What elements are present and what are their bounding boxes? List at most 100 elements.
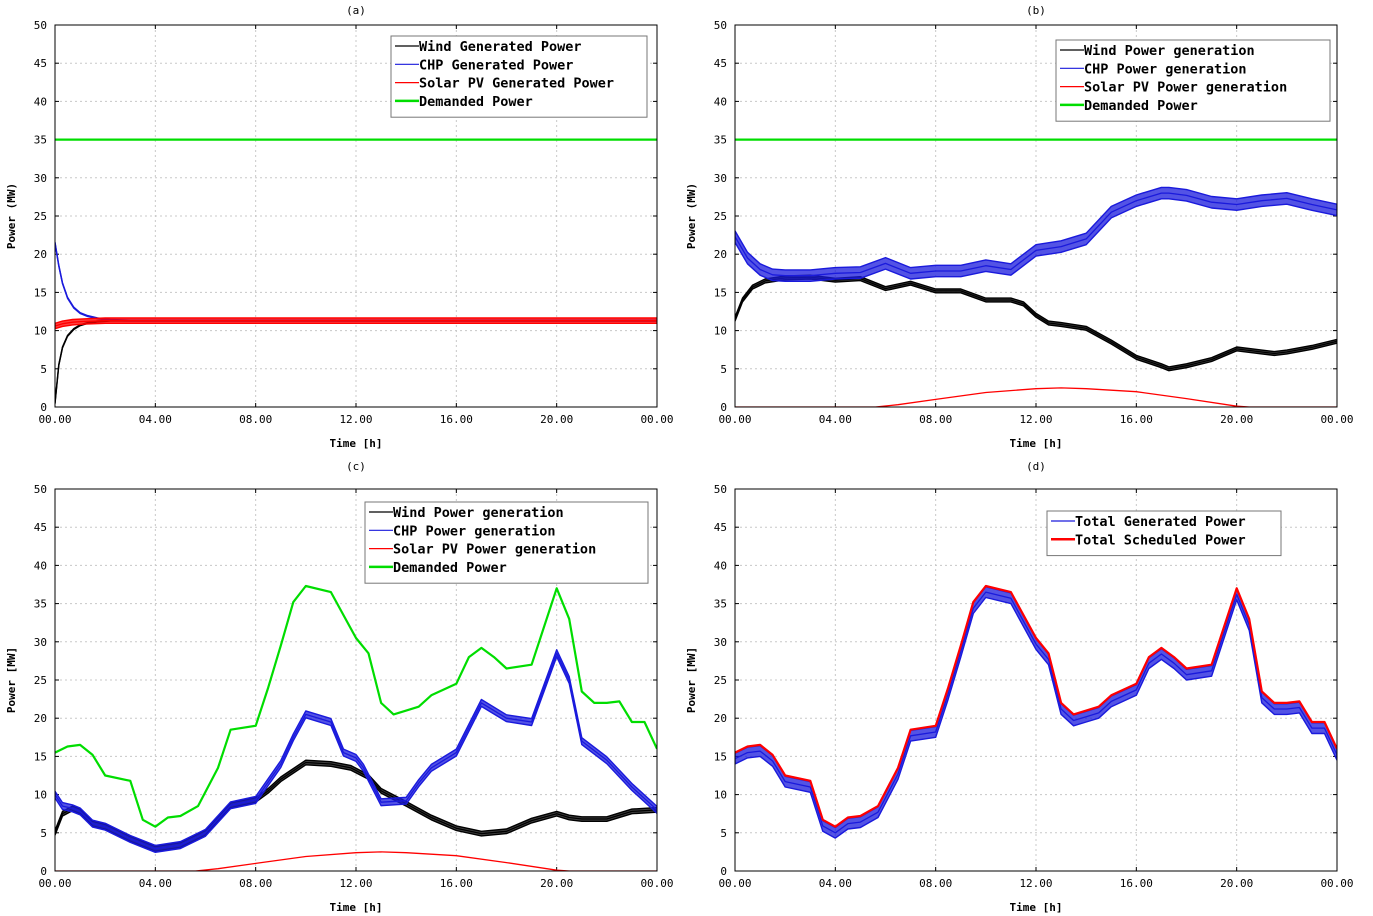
panel-d-xtick-label: 00.00 bbox=[718, 877, 751, 890]
panel-c-ytick-label: 40 bbox=[34, 559, 47, 572]
panel-a-ylabel: Power (MW) bbox=[5, 183, 18, 249]
panel-b-ylabel: Power (MW) bbox=[685, 183, 698, 249]
panel-a-legend: Wind Generated Power CHP Generated Power S… bbox=[390, 35, 648, 118]
panel-c-xtick-label: 20.00 bbox=[540, 877, 573, 890]
panel-d-series-total-generated-power-line bbox=[735, 591, 1337, 834]
panel-d-ytick-label: 50 bbox=[714, 483, 727, 496]
panel-a-series-solar-pv-generated-power-band bbox=[55, 317, 657, 330]
panel-c-legend-label-solar-pv-power-generation: Solar PV Power generation bbox=[393, 542, 596, 558]
panel-b-ytick-label: 15 bbox=[714, 286, 727, 299]
panel-b-xtick-label: 04.00 bbox=[819, 413, 852, 426]
panel-c-xtick-label: 00.00 bbox=[38, 877, 71, 890]
panel-d-series-total-scheduled-power-line bbox=[735, 584, 1337, 828]
panel-d-ytick-label: 25 bbox=[714, 674, 727, 687]
panel-b-xtick-label: 12.00 bbox=[1019, 413, 1052, 426]
panel-d-xtick-label: 08.00 bbox=[919, 877, 952, 890]
panel-b-ytick-label: 50 bbox=[714, 19, 727, 32]
panel-b-ytick-label: 20 bbox=[714, 248, 727, 261]
panel-c-series-demanded-power-line bbox=[55, 584, 657, 828]
panel-c-xtick-label: 12.00 bbox=[339, 877, 372, 890]
panel-d-ytick-label: 45 bbox=[714, 521, 727, 534]
panel-a-xtick-label: 08.00 bbox=[239, 413, 272, 426]
panel-c-ytick-label: 30 bbox=[34, 636, 47, 649]
panel-d-xtick-label: 12.00 bbox=[1019, 877, 1052, 890]
panel-d-ytick-label: 0 bbox=[720, 865, 727, 878]
panel-d-xtick-label: 16.00 bbox=[1120, 877, 1153, 890]
panel-d-ytick-label: 30 bbox=[714, 636, 727, 649]
panel-c-xtick-label: 08.00 bbox=[239, 877, 272, 890]
panel-a-legend-label-wind-generated-power: Wind Generated Power bbox=[419, 39, 582, 55]
panel-a-ytick-label: 45 bbox=[34, 57, 47, 70]
panel-c-ylabel: Power [MW] bbox=[5, 647, 18, 713]
panel-d-legend: Total Generated Power Total Scheduled Pow… bbox=[1046, 510, 1282, 557]
panel-a-xtick-label: 00.00 bbox=[38, 413, 71, 426]
panel-d-xlabel: Time [h] bbox=[1010, 901, 1063, 914]
panel-b-legend-label-chp-power-generation: CHP Power generation bbox=[1084, 61, 1247, 77]
panel-c-xtick-label: 04.00 bbox=[139, 877, 172, 890]
panel-b-xtick-label: 00.00 bbox=[1320, 413, 1353, 426]
panel-a-xtick-label: 12.00 bbox=[339, 413, 372, 426]
panel-d: (d) 0 5 10 15 20 25 30 35 40 45 50 00.00 04.00 08.00 12… bbox=[685, 460, 1354, 914]
panel-b-title: (b) bbox=[1026, 4, 1046, 17]
panel-c-axes-frame bbox=[54, 488, 658, 872]
panel-a-xtick-label: 16.00 bbox=[440, 413, 473, 426]
panel-c-ytick-label: 45 bbox=[34, 521, 47, 534]
panel-d-xtick-label: 20.00 bbox=[1220, 877, 1253, 890]
panel-c-xtick-label: 16.00 bbox=[440, 877, 473, 890]
panel-c-ytick-label: 35 bbox=[34, 598, 47, 611]
panel-a-series-solar-pv-generated-power-line bbox=[55, 320, 657, 327]
panel-c-ytick-label: 10 bbox=[34, 789, 47, 802]
panel-d-ytick-label: 35 bbox=[714, 598, 727, 611]
panel-a-xlabel: Time [h] bbox=[330, 437, 383, 450]
panel-a: (a) 0 5 10 15 20 25 30 35 40 45 50 00.00 04.00 08.00 12… bbox=[5, 4, 674, 450]
panel-c-title: (c) bbox=[346, 460, 366, 473]
panel-a-axes-frame bbox=[54, 24, 658, 408]
panel-b-series-chp-power-generation-line bbox=[735, 192, 1337, 277]
panel-a-legend-box bbox=[390, 35, 648, 118]
panel-c-series-solar-pv-power-generation-line bbox=[55, 851, 657, 871]
panel-a-xtick-label: 20.00 bbox=[540, 413, 573, 426]
panel-a-series-group bbox=[55, 138, 657, 405]
panel-d-ytick-label: 5 bbox=[720, 827, 727, 840]
panel-b-axes-frame bbox=[734, 24, 1338, 408]
panel-d-ytick-label: 40 bbox=[714, 559, 727, 572]
panel-d-legend-label-total-scheduled-power: Total Scheduled Power bbox=[1075, 532, 1246, 548]
panel-c-xtick-label: 00.00 bbox=[640, 877, 673, 890]
panel-a-ytick-label: 25 bbox=[34, 210, 47, 223]
panel-a-ytick-label: 40 bbox=[34, 95, 47, 108]
panel-b-xtick-label: 16.00 bbox=[1120, 413, 1153, 426]
panel-b-xtick-label: 20.00 bbox=[1220, 413, 1253, 426]
panel-b-ytick-label: 35 bbox=[714, 134, 727, 147]
panel-a-title: (a) bbox=[346, 4, 366, 17]
panel-c-legend-label-chp-power-generation: CHP Power generation bbox=[393, 523, 556, 539]
panel-b-ytick-label: 45 bbox=[714, 57, 727, 70]
panel-a-ytick-label: 15 bbox=[34, 286, 47, 299]
panel-c-ytick-label: 50 bbox=[34, 483, 47, 496]
panel-c-xlabel: Time [h] bbox=[330, 901, 383, 914]
panel-d-xtick-label: 00.00 bbox=[1320, 877, 1353, 890]
panel-b-legend-box bbox=[1055, 39, 1331, 122]
panel-c-series-chp-power-generation-line bbox=[55, 652, 657, 850]
panel-a-ytick-label: 0 bbox=[40, 401, 47, 414]
panel-b-legend-label-demanded-power: Demanded Power bbox=[1084, 98, 1198, 114]
panel-c-legend: Wind Power generation CHP Power generatio… bbox=[364, 501, 649, 584]
panel-b-ytick-label: 5 bbox=[720, 363, 727, 376]
panel-d-series-group bbox=[735, 584, 1337, 839]
panel-b-legend: Wind Power generation CHP Power generatio… bbox=[1055, 39, 1331, 122]
panel-c-legend-label-wind-power-generation: Wind Power generation bbox=[393, 505, 564, 521]
panel-a-ytick-label: 20 bbox=[34, 248, 47, 261]
panel-a-ytick-label: 50 bbox=[34, 19, 47, 32]
panel-b: (b) 0 5 10 15 20 25 30 35 40 45 50 00.00 04.00 08.00 12… bbox=[685, 4, 1354, 450]
panel-d-legend-box bbox=[1046, 510, 1282, 557]
panel-b-series-chp-power-generation-band bbox=[735, 186, 1337, 282]
panel-b-ytick-label: 30 bbox=[714, 172, 727, 185]
panel-d-legend-label-total-generated-power: Total Generated Power bbox=[1075, 514, 1246, 530]
panel-b-ytick-label: 40 bbox=[714, 95, 727, 108]
panel-b-xtick-label: 00.00 bbox=[718, 413, 751, 426]
panel-b-xlabel: Time [h] bbox=[1010, 437, 1063, 450]
panel-a-ytick-label: 10 bbox=[34, 325, 47, 338]
panel-b-xtick-label: 08.00 bbox=[919, 413, 952, 426]
panel-d-title: (d) bbox=[1026, 460, 1046, 473]
panel-c-ytick-label: 20 bbox=[34, 712, 47, 725]
